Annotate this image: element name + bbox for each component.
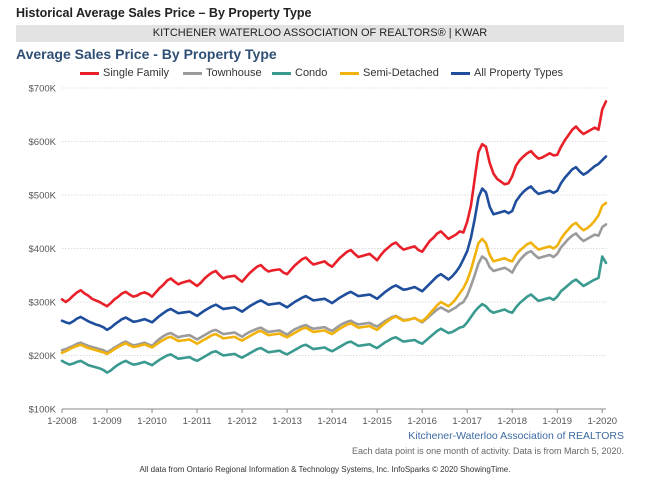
legend-label: Semi-Detached: [363, 67, 439, 79]
y-tick-label: $600K: [29, 137, 57, 148]
x-tick-label: 1-2017: [452, 416, 482, 427]
legend-swatch: [272, 72, 291, 75]
x-tick-label: 1-2010: [137, 416, 167, 427]
x-tick-label: 1-2011: [183, 416, 212, 427]
data-note: Each data point is one month of activity…: [352, 446, 624, 456]
x-tick-label: 1-2013: [272, 416, 302, 427]
y-tick-label: $400K: [29, 244, 57, 255]
organization-name: KITCHENER WATERLOO ASSOCIATION OF REALTO…: [152, 27, 488, 39]
x-tick-label: 1-2020: [587, 416, 617, 427]
footer-disclaimer: All data from Ontario Regional Informati…: [139, 465, 511, 474]
x-tick-label: 1-2008: [47, 416, 77, 427]
series-line-single-family: [60, 100, 608, 308]
x-tick-label: 1-2012: [227, 416, 257, 427]
legend-label: Single Family: [103, 67, 170, 79]
x-tick-label: 1-2019: [542, 416, 572, 427]
x-tick-label: 1-2014: [317, 416, 347, 427]
y-tick-label: $700K: [29, 84, 57, 95]
y-tick-label: $300K: [29, 298, 57, 309]
source-attribution: Kitchener-Waterloo Association of REALTO…: [408, 430, 624, 442]
chart-title: Average Sales Price - By Property Type: [16, 46, 277, 62]
chart-legend: Single Family Townhouse Condo Semi-Detac…: [80, 67, 620, 83]
series-line-condo: [60, 255, 608, 374]
legend-swatch: [451, 72, 470, 75]
legend-swatch: [340, 72, 359, 75]
legend-swatch: [80, 72, 99, 75]
y-tick-label: $100K: [29, 405, 57, 416]
legend-label: Townhouse: [206, 67, 262, 79]
series-line-townhouse: [60, 223, 608, 354]
x-tick-label: 1-2016: [407, 416, 437, 427]
x-tick-label: 1-2009: [92, 416, 122, 427]
y-tick-label: $200K: [29, 351, 57, 362]
page-title: Historical Average Sales Price – By Prop…: [16, 6, 312, 20]
x-tick-label: 1-2015: [362, 416, 392, 427]
legend-label: Condo: [295, 67, 328, 79]
x-tick-label: 1-2018: [497, 416, 527, 427]
legend-swatch: [183, 72, 202, 75]
legend-label: All Property Types: [474, 67, 564, 79]
organization-banner: KITCHENER WATERLOO ASSOCIATION OF REALTO…: [16, 25, 624, 42]
y-tick-label: $500K: [29, 191, 57, 202]
series-line-all-property-types: [60, 155, 608, 332]
series-line-semi-detached: [60, 201, 608, 356]
